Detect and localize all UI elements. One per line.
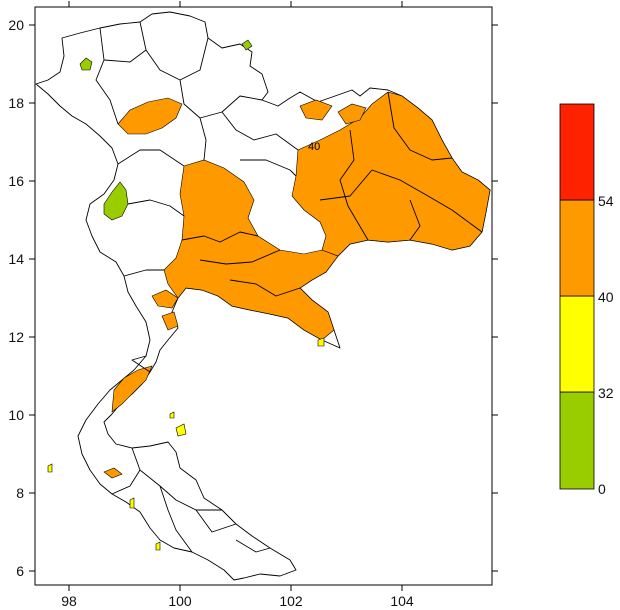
- y-tick-label-6: 6: [16, 563, 24, 579]
- legend-bin-high: [559, 199, 595, 297]
- y-axis-ticks: [29, 24, 498, 572]
- province-borders: [95, 21, 483, 553]
- region-low-northeast-spot: [241, 39, 253, 51]
- x-tick-label-104: 104: [390, 593, 414, 609]
- region-high-south-spot: [103, 467, 123, 479]
- plot-frame: [34, 6, 493, 586]
- region-high-central: [163, 159, 339, 341]
- x-axis-ticks: [68, 1, 403, 591]
- islands: [47, 337, 325, 551]
- region-high-nongkhai: [337, 103, 367, 125]
- legend-bin-low: [559, 391, 595, 490]
- legend-label-0: 0: [598, 481, 606, 497]
- y-tick-label-20: 20: [8, 17, 24, 33]
- y-tick-label-16: 16: [8, 173, 24, 189]
- region-high-southwest: [151, 289, 179, 309]
- contour-label: 40: [308, 141, 320, 153]
- y-tick-label-14: 14: [8, 251, 24, 267]
- x-tick-label-100: 100: [168, 593, 192, 609]
- legend-colorbar: [559, 103, 595, 490]
- region-low-north: [79, 57, 93, 71]
- legend-label-40: 40: [598, 289, 614, 305]
- x-tick-label-102: 102: [279, 593, 303, 609]
- region-high-prachuap: [161, 311, 179, 331]
- y-tick-label-12: 12: [8, 329, 24, 345]
- legend-label-54: 54: [598, 193, 614, 209]
- y-tick-label-10: 10: [8, 407, 24, 423]
- region-high-northeast-top: [299, 99, 333, 121]
- region-high-chumphon: [111, 365, 153, 413]
- region-high-north: [117, 97, 183, 135]
- legend-bin-mid: [559, 295, 595, 393]
- region-low-west: [103, 181, 129, 221]
- legend-bin-top: [559, 103, 595, 201]
- x-tick-label-98: 98: [61, 593, 77, 609]
- legend-label-32: 32: [598, 385, 614, 401]
- y-tick-label-8: 8: [16, 485, 24, 501]
- y-tick-label-18: 18: [8, 95, 24, 111]
